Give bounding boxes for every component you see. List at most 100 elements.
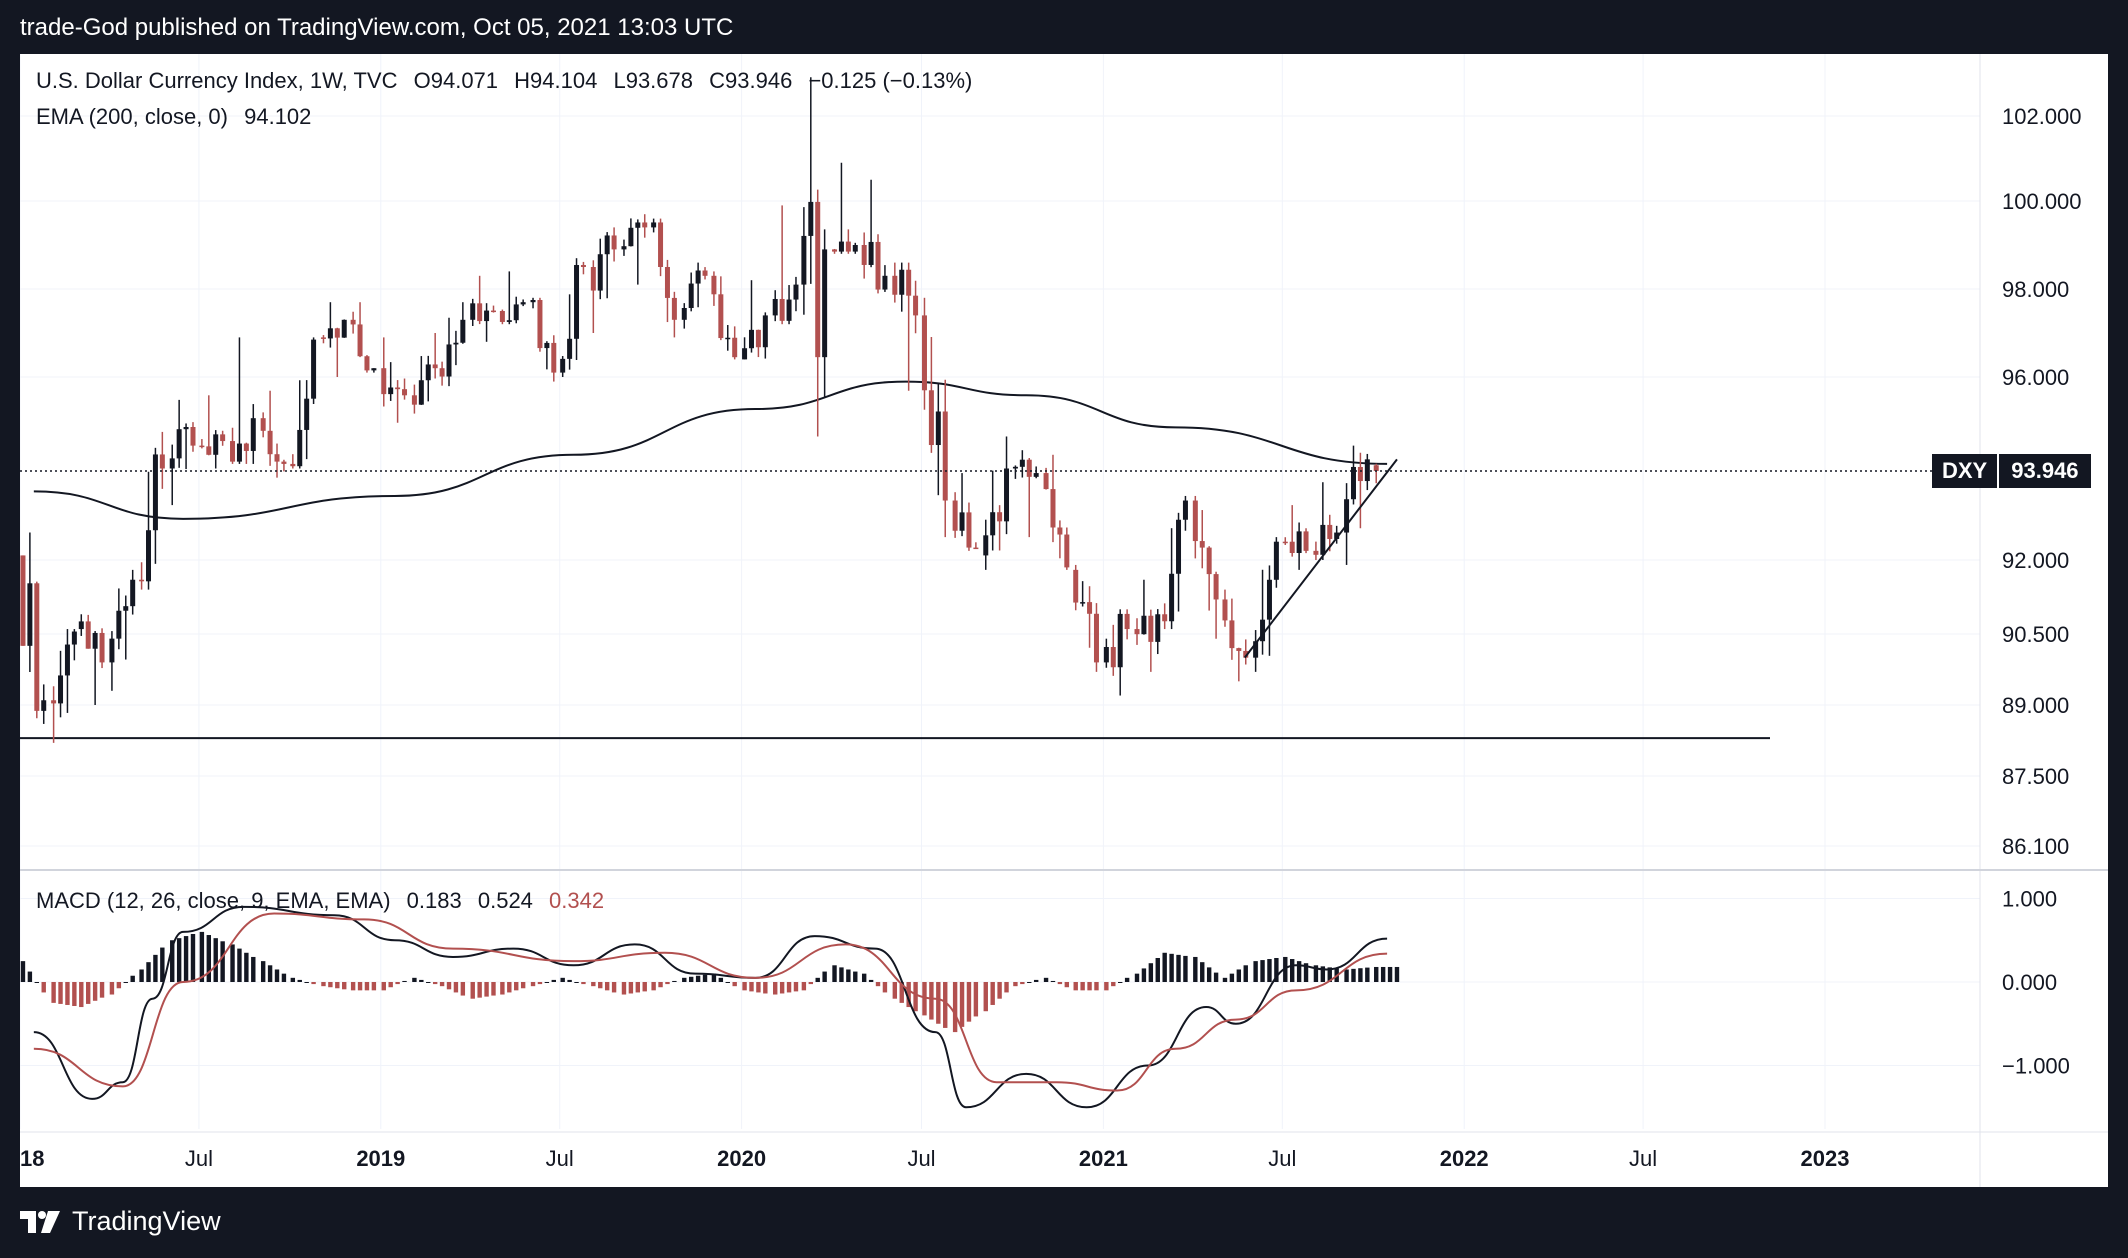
histogram-value: 0.342 xyxy=(549,888,605,913)
macd-histogram-bar xyxy=(381,982,386,991)
candle-body xyxy=(574,265,580,339)
candle-body xyxy=(1199,541,1205,548)
macd-histogram-bar xyxy=(342,982,347,990)
candle-body xyxy=(604,235,610,255)
macd-histogram-bar xyxy=(793,982,799,992)
candle-body xyxy=(801,235,807,285)
candle-body xyxy=(34,583,40,711)
change-value: −0.125 (−0.13%) xyxy=(808,68,973,93)
time-tick-label: 2021 xyxy=(1079,1146,1128,1171)
macd-histogram-bar xyxy=(1057,982,1063,985)
axis-layer: 102.000 100.000 98.000 96.000 92.000 90.500 89… xyxy=(20,54,2108,1187)
candle-body xyxy=(852,245,858,252)
candle-body xyxy=(402,389,408,396)
candle-body xyxy=(1148,615,1154,642)
candle-body xyxy=(1289,541,1295,553)
candle-body xyxy=(1141,615,1147,635)
candle-body xyxy=(892,275,898,295)
candle-body xyxy=(470,303,476,320)
macd-histogram-bar xyxy=(520,982,526,989)
macd-histogram-bar xyxy=(665,982,670,985)
macd-histogram-bar xyxy=(943,982,948,1028)
macd-histogram-bar xyxy=(839,967,844,982)
macd-histogram-bar xyxy=(364,982,370,991)
candle-body xyxy=(530,300,536,303)
candle-body xyxy=(484,310,490,322)
macd-histogram-bar xyxy=(868,979,874,982)
macd-histogram-bar xyxy=(779,982,785,994)
candle-body xyxy=(281,461,287,464)
macd-histogram-bar xyxy=(861,973,867,982)
candle-body xyxy=(327,328,333,339)
macd-histogram-bar xyxy=(1111,982,1116,987)
candle-body xyxy=(590,267,596,291)
macd-histogram-bar xyxy=(484,982,489,997)
macd-histogram-bar xyxy=(1222,977,1228,982)
macd-histogram-bar xyxy=(742,982,747,991)
macd-tick-label: −1.000 xyxy=(2002,1054,2070,1079)
candle-body xyxy=(357,324,363,357)
low-value: L93.678 xyxy=(613,68,693,93)
candle-body xyxy=(1192,500,1198,542)
macd-line xyxy=(33,905,1388,1109)
macd-histogram-bar xyxy=(1267,959,1272,982)
macd-histogram-bar xyxy=(199,931,205,982)
candle-body xyxy=(1134,629,1140,635)
macd-histogram-bar xyxy=(72,982,77,1007)
macd-histogram-bar xyxy=(190,933,196,982)
macd-histogram-bar xyxy=(477,982,482,998)
macd-histogram-bar xyxy=(892,982,898,999)
macd-histogram-bar xyxy=(560,977,565,982)
macd-histogram-bar xyxy=(1155,957,1160,982)
macd-histogram-bar xyxy=(1027,982,1032,983)
candle-body xyxy=(808,201,814,236)
macd-histogram-bar xyxy=(1169,953,1174,982)
candle-body xyxy=(411,395,417,405)
macd-histogram-bar xyxy=(176,938,182,982)
macd-histogram-bar xyxy=(1358,968,1363,982)
candle-body xyxy=(290,463,296,467)
candle-body xyxy=(130,579,136,607)
chart-panel[interactable]: 102.000 100.000 98.000 96.000 92.000 90.500 89… xyxy=(20,54,2108,1187)
macd-histogram-bar xyxy=(1104,982,1109,991)
signal-value: 0.524 xyxy=(477,888,533,913)
tradingview-logo-icon xyxy=(20,1210,60,1233)
macd-histogram-bar xyxy=(591,982,596,987)
macd-histogram-bar xyxy=(718,977,724,982)
macd-histogram-bar xyxy=(1073,982,1078,991)
macd-histogram-bar xyxy=(34,982,40,983)
tradingview-brand: TradingView xyxy=(20,1206,221,1237)
candle-body xyxy=(395,387,401,390)
candle-body xyxy=(544,342,550,349)
candle-body xyxy=(490,310,496,313)
high-value: H94.104 xyxy=(514,68,598,93)
macd-histogram-bar xyxy=(260,961,266,982)
candle-body xyxy=(388,387,394,395)
macd-histogram-bar xyxy=(213,938,218,982)
macd-histogram-bar xyxy=(786,982,792,993)
macd-histogram-bar xyxy=(983,982,988,1012)
macd-histogram-bar xyxy=(1094,982,1099,991)
candle-body xyxy=(1222,599,1228,621)
candle-body xyxy=(868,241,874,265)
chart-canvas[interactable]: 102.000 100.000 98.000 96.000 92.000 90.500 89… xyxy=(20,54,2108,1187)
candle-body xyxy=(425,364,431,381)
macd-histogram-bar xyxy=(357,982,363,991)
signal-line xyxy=(33,912,1388,1092)
candle-body xyxy=(460,319,466,343)
macd-histogram-bar xyxy=(244,952,249,982)
time-tick-label: Jul xyxy=(185,1146,213,1171)
macd-value: 0.183 xyxy=(406,888,462,913)
macd-histogram-bar xyxy=(1387,966,1393,982)
macd-histogram-bar xyxy=(763,982,768,994)
price-tag-value: 93.946 xyxy=(1997,453,2091,488)
candle-body xyxy=(983,535,989,556)
macd-histogram-bar xyxy=(183,936,189,982)
candle-body xyxy=(742,348,748,360)
candle-body xyxy=(1057,527,1063,535)
candle-body xyxy=(732,337,738,358)
candle-body xyxy=(58,675,64,704)
candle-body xyxy=(1303,531,1309,551)
macd-histogram-bar xyxy=(1134,973,1140,982)
candle-body xyxy=(1012,466,1018,469)
